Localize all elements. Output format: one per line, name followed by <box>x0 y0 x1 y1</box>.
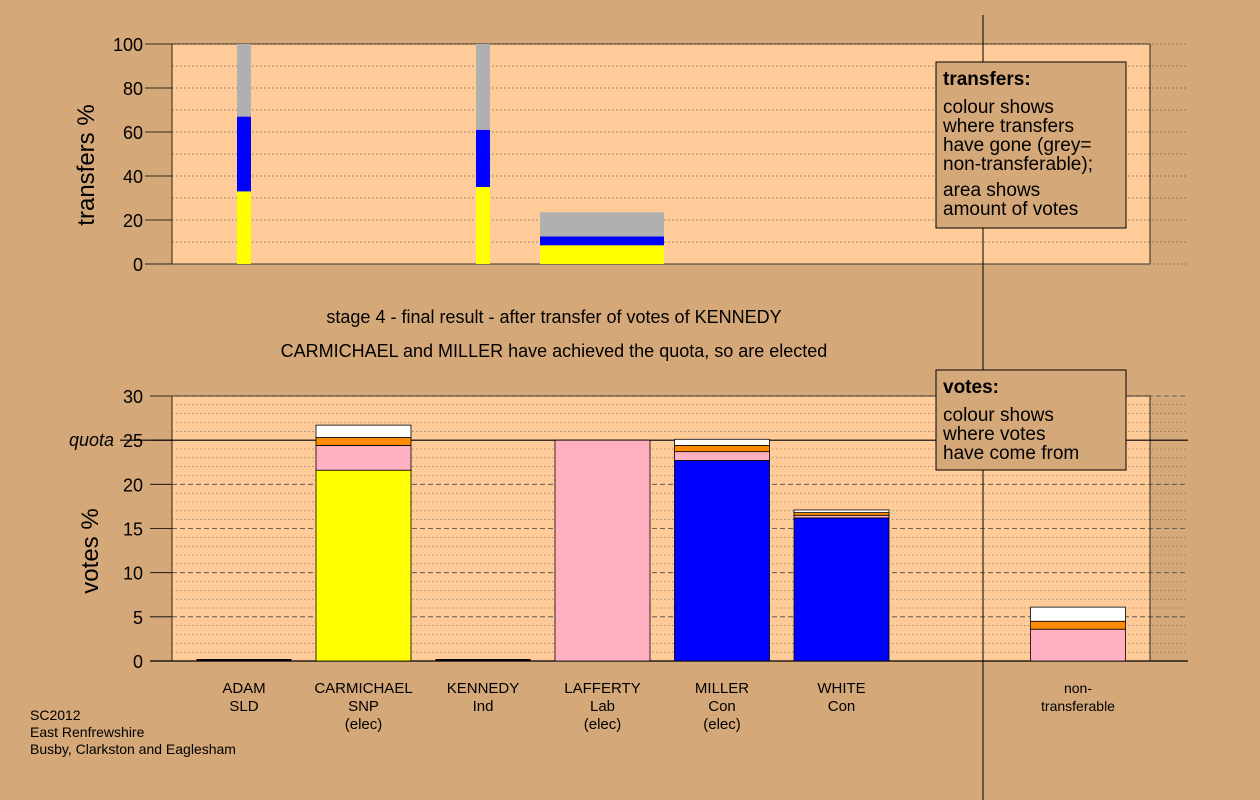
vote-bar-segment <box>315 437 412 446</box>
stage-title: stage 4 - final result - after transfer … <box>326 307 781 327</box>
svg-text:area shows: area shows <box>943 180 1040 201</box>
transfers-y-tick-label: 20 <box>123 211 143 231</box>
transfers-y-ticks: 0 20 40 60 80 100 <box>113 35 172 275</box>
candidate-label: Lab <box>590 698 615 715</box>
vote-bar-segment <box>793 517 890 662</box>
transfers-y-tick-label: 80 <box>123 79 143 99</box>
transfer-bar-segment <box>476 187 490 264</box>
vote-bar-segment <box>315 445 412 471</box>
stage-subtitle: CARMICHAEL and MILLER have achieved the … <box>281 341 828 361</box>
candidate-label: CARMICHAEL <box>314 680 412 697</box>
candidate-label: non- <box>1064 680 1092 696</box>
votes-y-tick-label: 5 <box>133 608 143 628</box>
candidate-label: (elec) <box>703 716 741 733</box>
footer-line-1: SC2012 <box>30 707 81 723</box>
votes-bars <box>196 424 1126 662</box>
svg-text:have gone (grey=: have gone (grey= <box>943 135 1091 156</box>
transfer-bar-segment <box>476 44 490 130</box>
candidate-label: KENNEDY <box>447 680 520 697</box>
transfers-y-tick-label: 100 <box>113 35 143 55</box>
svg-text:transfers:: transfers: <box>943 69 1031 90</box>
transfer-bar-segment <box>237 116 251 192</box>
votes-legend: votes: colour shows where votes have com… <box>935 369 1127 471</box>
transfers-y-axis-label: transfers % <box>73 104 100 225</box>
transfers-y-tick-label: 0 <box>133 255 143 275</box>
svg-text:votes:: votes: <box>943 377 999 398</box>
transfers-y-tick-label: 60 <box>123 123 143 143</box>
vote-bar-segment <box>1030 620 1126 630</box>
vote-bar-segment <box>1030 606 1126 622</box>
transfers-grid <box>145 43 1188 265</box>
candidate-label: SNP <box>348 698 379 715</box>
vote-bar-segment <box>315 424 412 438</box>
vote-bar-segment <box>554 439 651 662</box>
svg-text:amount of votes: amount of votes <box>943 199 1078 220</box>
footer-line-2: East Renfrewshire <box>30 724 145 740</box>
candidate-label: Ind <box>473 698 494 715</box>
candidate-label: Con <box>708 698 736 715</box>
candidate-label: LAFFERTY <box>564 680 640 697</box>
vote-bar-segment <box>674 460 770 662</box>
transfer-bar-segment <box>540 245 664 264</box>
votes-y-tick-label: 15 <box>123 520 143 540</box>
candidate-label: ADAM <box>222 680 265 697</box>
transfer-bar-segment <box>237 44 251 117</box>
transfer-bar-segment <box>237 191 251 264</box>
vote-bar-segment <box>674 445 770 453</box>
votes-y-tick-label: 25 <box>123 431 143 451</box>
vote-bar-segment <box>1030 628 1126 662</box>
svg-text:where transfers: where transfers <box>942 116 1074 137</box>
candidate-labels: ADAMSLDCARMICHAELSNP(elec)KENNEDYIndLAFF… <box>222 680 1115 733</box>
transfer-bar-segment <box>476 129 490 187</box>
vote-bar-segment <box>674 438 770 446</box>
svg-text:have come from: have come from <box>943 443 1079 464</box>
transfers-legend: transfers: colour shows where transfers … <box>935 61 1127 229</box>
votes-y-tick-label: 10 <box>123 564 143 584</box>
vote-bar-segment <box>793 509 890 514</box>
candidate-label: Con <box>828 698 856 715</box>
candidate-label: WHITE <box>817 680 865 697</box>
transfer-bar-segment <box>540 212 664 237</box>
transfer-bar-segment <box>540 236 664 246</box>
svg-text:where votes: where votes <box>942 424 1045 445</box>
footer-line-3: Busby, Clarkston and Eaglesham <box>30 741 236 757</box>
candidate-label: transferable <box>1041 698 1115 714</box>
quota-label: quota <box>69 430 114 450</box>
votes-y-tick-label: 30 <box>123 387 143 407</box>
candidate-label: MILLER <box>695 680 749 697</box>
candidate-label: SLD <box>229 698 258 715</box>
transfers-y-tick-label: 40 <box>123 167 143 187</box>
vote-bar-segment <box>674 451 770 461</box>
votes-y-tick-label: 0 <box>133 652 143 672</box>
transfers-bars <box>237 44 664 264</box>
svg-text:colour shows: colour shows <box>943 405 1054 426</box>
votes-y-axis-label: votes % <box>77 508 104 593</box>
votes-y-tick-label: 20 <box>123 475 143 495</box>
svg-text:colour shows: colour shows <box>943 97 1054 118</box>
candidate-label: (elec) <box>584 716 622 733</box>
svg-text:non-transferable);: non-transferable); <box>943 154 1093 175</box>
candidate-label: (elec) <box>345 716 383 733</box>
votes-y-ticks: 0 5 10 15 20 25 30 <box>123 387 172 672</box>
vote-bar-segment <box>315 469 412 662</box>
